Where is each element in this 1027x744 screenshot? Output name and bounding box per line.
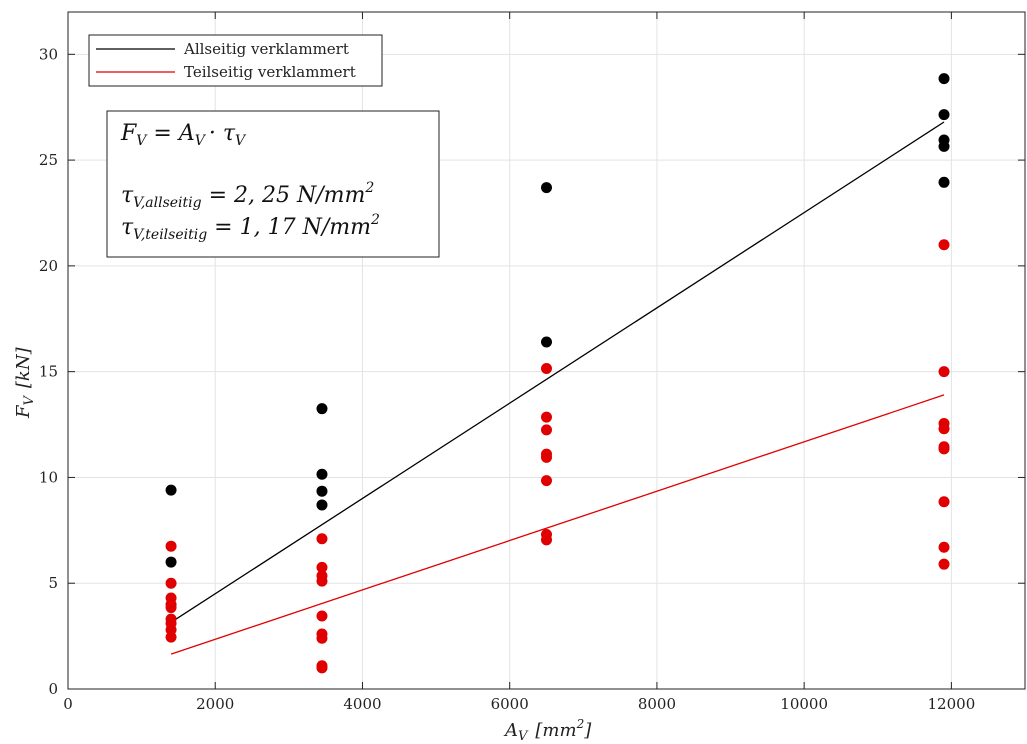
- y-axis-label: FV[kN]: [13, 346, 37, 419]
- data-point-teilseitig: [938, 496, 950, 508]
- data-point-teilseitig: [165, 540, 177, 552]
- y-tick-label: 15: [39, 363, 58, 381]
- legend-box: [88, 34, 383, 87]
- data-point-teilseitig: [316, 662, 328, 674]
- x-tick-label: 8000: [638, 695, 676, 713]
- data-point-teilseitig: [541, 362, 552, 374]
- data-point-allseitig: [541, 182, 552, 194]
- x-tick-label: 6000: [491, 695, 529, 713]
- data-point-allseitig: [316, 499, 328, 511]
- data-point-teilseitig: [541, 424, 552, 436]
- data-point-teilseitig: [316, 533, 328, 545]
- fit-lines: [170, 121, 945, 655]
- data-point-teilseitig: [938, 423, 950, 435]
- tau-allseitig-line: τV,allseitig = 2, 25 N/mm2: [121, 180, 374, 211]
- formula-annotation: FV = AV · τV τV,allseitig = 2, 25 N/mm2 τ…: [106, 110, 440, 258]
- data-points: [165, 73, 950, 674]
- data-point-teilseitig: [316, 610, 328, 622]
- y-tick-label: 25: [39, 151, 58, 169]
- y-tick-label: 10: [39, 468, 58, 486]
- data-point-teilseitig: [938, 239, 950, 251]
- data-point-teilseitig: [938, 366, 950, 378]
- data-point-teilseitig: [938, 443, 950, 455]
- formula-line: FV = AV · τV: [120, 121, 247, 149]
- fit-line-teilseitig: [170, 394, 945, 655]
- legend: Allseitig verklammert Teilseitig verklam…: [88, 34, 383, 87]
- annotation-box: [106, 110, 440, 258]
- data-point-allseitig: [938, 140, 950, 152]
- data-point-teilseitig: [938, 541, 950, 553]
- x-axis-label: AV [mm2]: [503, 717, 592, 744]
- plot-area-border: [67, 11, 1026, 690]
- y-tick-label: 20: [39, 257, 58, 275]
- data-point-teilseitig: [541, 534, 552, 546]
- data-point-allseitig: [165, 484, 177, 496]
- data-point-allseitig: [938, 73, 950, 85]
- data-point-allseitig: [316, 468, 328, 480]
- data-point-allseitig: [165, 556, 177, 568]
- data-point-allseitig: [541, 336, 552, 348]
- data-point-teilseitig: [541, 475, 552, 487]
- axis-ticks: 0 2000 4000 6000 8000 10000 12000 0 5 10 15 20 25 30: [39, 12, 1025, 713]
- data-point-allseitig: [316, 403, 328, 415]
- data-point-teilseitig: [316, 561, 328, 573]
- data-point-teilseitig: [165, 602, 177, 614]
- legend-label-allseitig: Allseitig verklammert: [183, 40, 349, 58]
- data-point-teilseitig: [938, 558, 950, 570]
- y-tick-label: 0: [48, 680, 58, 698]
- x-tick-label: 0: [63, 695, 73, 713]
- y-tick-label: 30: [39, 45, 58, 63]
- data-point-allseitig: [938, 176, 950, 188]
- x-tick-label: 2000: [196, 695, 234, 713]
- data-point-teilseitig: [316, 632, 328, 644]
- tau-teilseitig-line: τV,teilseitig = 1, 17 N/mm2: [121, 212, 380, 243]
- data-point-allseitig: [316, 485, 328, 497]
- fit-line-allseitig: [170, 121, 945, 623]
- x-tick-label: 12000: [928, 695, 976, 713]
- x-tick-label: 10000: [780, 695, 828, 713]
- y-tick-label: 5: [48, 574, 58, 592]
- legend-label-teilseitig: Teilseitig verklammert: [184, 63, 356, 81]
- data-point-allseitig: [938, 109, 950, 121]
- data-point-teilseitig: [165, 577, 177, 589]
- x-tick-label: 4000: [343, 695, 381, 713]
- data-point-teilseitig: [165, 631, 177, 643]
- data-point-teilseitig: [541, 451, 552, 463]
- data-point-teilseitig: [316, 575, 328, 587]
- data-point-teilseitig: [541, 411, 552, 423]
